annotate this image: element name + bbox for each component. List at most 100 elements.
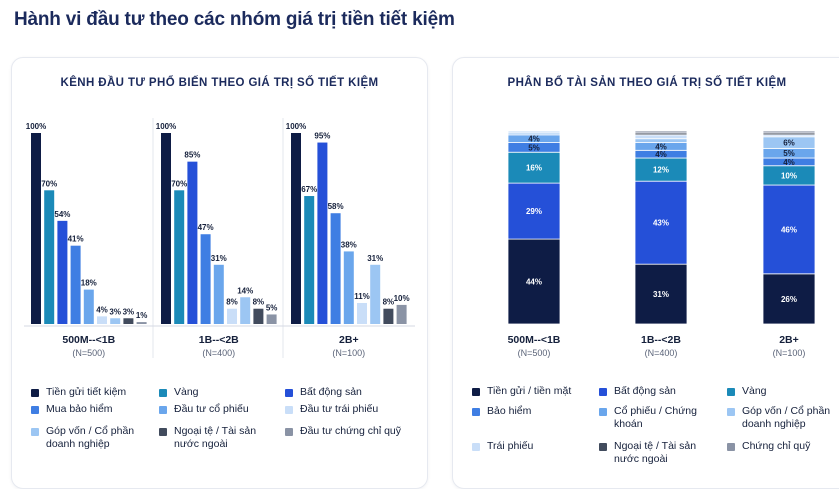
bar-value-label: 5% [266, 303, 278, 312]
legend-swatch [159, 427, 167, 436]
segment-value-label: 10% [781, 171, 797, 180]
bar-value-label: 1% [136, 311, 148, 320]
legend-swatch [599, 442, 607, 451]
bar-dau-tu-trai-phieu-2 [227, 308, 237, 324]
legend-label: Đầu tư cổ phiếu [174, 403, 249, 415]
legend-label: Chứng chỉ quỹ [742, 440, 811, 452]
bar-gop-von-co-phan-doanh-nghiep-2 [240, 297, 251, 324]
bar-mua-bao-hiem-3 [330, 213, 341, 324]
bar-dau-tu-co-phieu-1 [83, 289, 94, 324]
legend-label: Đầu tư chứng chỉ quỹ [300, 425, 402, 437]
legend-item-bao-hiem: Bảo hiểm [472, 405, 592, 418]
legend-label: Bất động sản [614, 385, 676, 397]
category-label: 500M--<1B [508, 334, 561, 346]
bar-value-label: 11% [354, 292, 370, 301]
bar-value-label: 8% [253, 298, 265, 307]
legend-label: Tiền gửi / tiền mặt [487, 385, 572, 397]
bar-dau-tu-co-phieu-2 [213, 264, 224, 324]
bar-ngoai-te-tai-san-nuoc-ngoai-1 [123, 318, 134, 324]
bar-dau-tu-trai-phieu-1 [97, 316, 107, 324]
segment-tien-gui-tien-mat-1 [507, 238, 561, 325]
bar-vang-1 [44, 190, 55, 324]
sample-size-label: (N=400) [202, 348, 235, 358]
legend-swatch [285, 427, 293, 436]
bar-value-label: 47% [198, 223, 214, 232]
legend-item-dau-tu-trai-phieu: Đầu tư trái phiếu [285, 403, 420, 416]
bar-value-label: 54% [54, 210, 70, 219]
bar-gop-von-co-phan-doanh-nghiep-3 [370, 264, 381, 324]
bar-bat-dong-san-1 [57, 220, 68, 324]
segment-value-label: 31% [653, 290, 669, 299]
bar-vang-2 [174, 190, 185, 324]
sample-size-label: (N=500) [518, 348, 551, 358]
legend-swatch [727, 387, 735, 396]
legend-label: Cổ phiếu / Chứng khoán [614, 405, 697, 430]
legend-item-dau-tu-chung-chi-quy: Đầu tư chứng chỉ quỹ [285, 425, 420, 438]
bar-bat-dong-san-3 [317, 142, 328, 324]
bar-tien-gui-tiet-kiem-3 [291, 133, 301, 324]
segment-trai-phieu-1 [507, 130, 561, 134]
segment-vang-1 [507, 151, 561, 184]
segment-value-label: 43% [653, 219, 669, 228]
legend-label: Tiền gửi tiết kiệm [46, 386, 127, 398]
legend-item-gop-von-co-phan-doanh-nghiep: Góp vốn / Cổ phần doanh nghiệp [31, 425, 156, 451]
investment-channels-chart-title: KÊNH ĐẦU TƯ PHỔ BIẾN THEO GIÁ TRỊ SỐ TIẾ… [60, 77, 379, 89]
segment-value-label: 4% [783, 158, 795, 167]
segment-value-label: 29% [526, 207, 542, 216]
category-label: 500M--<1B [62, 334, 115, 346]
bar-mua-bao-hiem-2 [200, 234, 211, 324]
bar-value-label: 10% [394, 294, 410, 303]
legend-label: Đầu tư trái phiếu [300, 403, 379, 415]
bar-value-label: 100% [26, 122, 46, 131]
legend-label: Ngoại tệ / Tài sản nước ngoài [614, 440, 697, 465]
legend-swatch [727, 442, 735, 451]
bar-gop-von-co-phan-doanh-nghiep-1 [110, 318, 121, 324]
legend-item-ngoai-te-tai-san-nuoc-ngoai: Ngoại tệ / Tài sản nước ngoài [599, 440, 719, 466]
bar-value-label: 70% [171, 179, 187, 188]
legend-item-trai-phieu: Trái phiếu [472, 440, 592, 453]
asset-allocation-card: PHÂN BỔ TÀI SẢN THEO GIÁ TRỊ SỐ TIẾT KIỆ… [452, 57, 839, 489]
investment-channels-chart: 100%70%54%41%18%4% 3% 3% 1%500M--<1B(N=500)… [24, 118, 415, 358]
legend-swatch [285, 388, 293, 397]
segment-bat-dong-san-1 [507, 182, 561, 240]
sample-size-label: (N=100) [773, 348, 806, 358]
legend-item-tien-gui-tiet-kiem: Tiền gửi tiết kiệm [31, 386, 156, 399]
bar-value-label: 3% [109, 307, 121, 316]
legend-label: Trái phiếu [487, 440, 534, 452]
category-label: 1B--<2B [199, 334, 239, 346]
bar-dau-tu-trai-phieu-3 [357, 302, 367, 324]
bar-tien-gui-tiet-kiem-1 [31, 133, 41, 324]
segment-chung-chi-quy-2 [634, 130, 688, 134]
asset-allocation-chart: 44%29%16%5%4%500M--<1B(N=500)31%43%12%4%… [507, 130, 816, 358]
legend-item-dau-tu-co-phieu: Đầu tư cổ phiếu [159, 403, 284, 416]
legend-item-co-phieu-chung-khoan: Cổ phiếu / Chứng khoán [599, 405, 719, 431]
legend-swatch [31, 405, 39, 414]
segment-value-label: 5% [783, 149, 795, 158]
legend-swatch [31, 427, 39, 436]
segment-tien-gui-tien-mat-3 [762, 273, 816, 325]
category-label: 1B--<2B [641, 334, 681, 346]
bar-dau-tu-chung-chi-quy-2 [266, 314, 277, 324]
segment-chung-chi-quy-3 [762, 130, 816, 134]
bar-value-label: 18% [81, 279, 97, 288]
bar-value-label: 38% [341, 240, 357, 249]
legend-swatch [472, 387, 480, 396]
sample-size-label: (N=400) [645, 348, 678, 358]
segment-tien-gui-tien-mat-2 [634, 263, 688, 325]
bar-vang-3 [304, 196, 315, 324]
bar-tien-gui-tiet-kiem-2 [161, 133, 171, 324]
legend-label: Góp vốn / Cổ phần doanh nghiệp [46, 425, 135, 450]
category-label: 2B+ [779, 334, 799, 346]
legend-item-vang: Vàng [727, 385, 839, 398]
segment-value-label: 4% [655, 142, 667, 151]
segment-value-label: 6% [783, 139, 795, 148]
segment-value-label: 4% [655, 150, 667, 159]
legend-label: Vàng [174, 386, 199, 398]
bar-dau-tu-chung-chi-quy-3 [396, 304, 407, 324]
bar-value-label: 100% [156, 122, 176, 131]
legend-item-vang: Vàng [159, 386, 284, 399]
legend-label: Mua bảo hiểm [46, 403, 113, 415]
bar-value-label: 31% [367, 254, 383, 263]
legend-item-bat-dong-san: Bất động sản [285, 386, 420, 399]
bar-ngoai-te-tai-san-nuoc-ngoai-2 [253, 308, 264, 324]
